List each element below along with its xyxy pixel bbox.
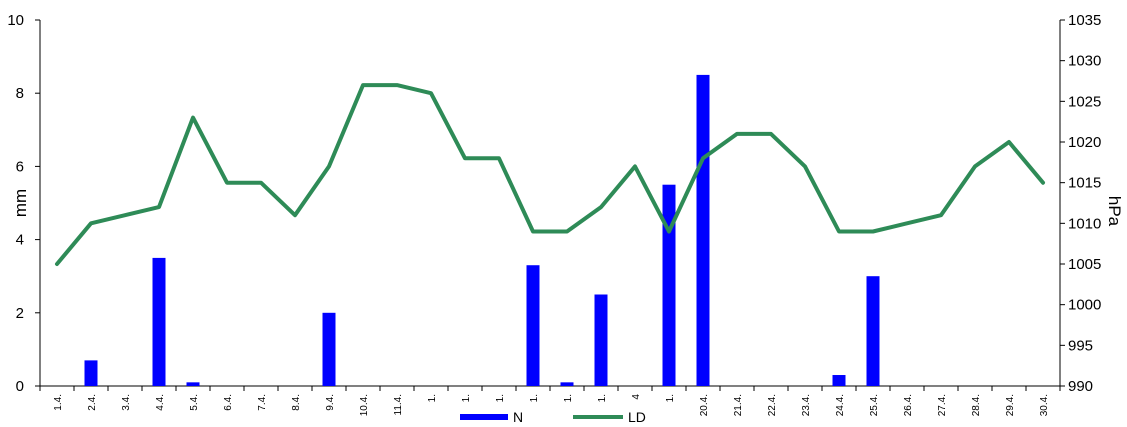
x-tick-label: 6.4. <box>223 394 234 411</box>
x-tick-label: 30.4. <box>1039 394 1050 416</box>
x-tick-label: 3.4. <box>121 394 132 411</box>
y-right-tick-label: 990 <box>1068 378 1093 395</box>
legend-label-N: N <box>513 409 523 425</box>
y-left-tick-label: 6 <box>16 158 24 175</box>
x-tick-label: 25.4. <box>869 394 880 416</box>
x-tick-label: 10.4. <box>359 394 370 416</box>
x-tick-label: 1. <box>529 394 540 402</box>
bar <box>186 382 200 386</box>
y-right-tick-label: 1030 <box>1068 53 1101 70</box>
y-left-tick-label: 0 <box>16 378 24 395</box>
bar <box>152 257 166 386</box>
x-tick-label: 1. <box>597 394 608 402</box>
x-tick-label: 11.4. <box>393 394 404 416</box>
x-tick-label: 1. <box>461 394 472 402</box>
bar-series-N <box>84 74 880 387</box>
line-series-LD <box>55 83 1045 266</box>
x-tick-label: 24.4. <box>835 394 846 416</box>
x-tick-label: 23.4. <box>801 394 812 416</box>
x-tick-label: 4 <box>631 394 642 400</box>
y-right-tick-label: 1035 <box>1068 12 1101 29</box>
y-left-tick-label: 10 <box>7 12 24 29</box>
bar <box>84 360 98 386</box>
x-tick-label: 5.4. <box>189 394 200 411</box>
bar <box>866 276 880 386</box>
bar <box>560 382 574 386</box>
x-tick-label: 8.4. <box>291 394 302 411</box>
x-tick-label: 1. <box>427 394 438 402</box>
y-right-tick-label: 1000 <box>1068 297 1101 314</box>
y-right-tick-label: 1025 <box>1068 93 1101 110</box>
legend-label-LD: LD <box>628 409 646 425</box>
y-right-tick-label: 1015 <box>1068 175 1101 192</box>
x-tick-label: 27.4. <box>937 394 948 416</box>
bar <box>662 184 676 386</box>
bar <box>594 294 608 386</box>
bar <box>696 74 710 387</box>
tick-labels: 0 2 4 6 8 10 990 995 1000 1005 1010 1015 1020 1025 103… <box>7 12 1124 416</box>
legend-swatch-N <box>460 414 508 420</box>
x-tick-label: 26.4. <box>903 394 914 416</box>
y-left-tick-label: 8 <box>16 85 24 102</box>
x-tick-label: 20.4. <box>699 394 710 416</box>
x-tick-label: 1. <box>563 394 574 402</box>
x-tick-label: 29.4. <box>1005 394 1016 416</box>
x-tick-label: 21.4. <box>733 394 744 416</box>
x-tick-label: 4.4. <box>155 394 166 411</box>
y-left-title: mm <box>11 189 30 217</box>
y-right-tick-label: 1020 <box>1068 134 1101 151</box>
x-tick-label: 1. <box>495 394 506 402</box>
axes <box>35 19 1065 391</box>
x-tick-label: 2.4. <box>87 394 98 411</box>
line-LD <box>55 83 1045 266</box>
y-right-tick-label: 995 <box>1068 337 1093 354</box>
x-tick-label: 22.4. <box>767 394 778 416</box>
bar <box>526 265 540 386</box>
x-tick-label: 28.4. <box>971 394 982 416</box>
x-tick-label: 7.4. <box>257 394 268 411</box>
x-tick-label: 9.4. <box>325 394 336 411</box>
x-tick-label: 1. <box>665 394 676 402</box>
y-left-tick-label: 4 <box>16 232 24 249</box>
y-left-tick-label: 2 <box>16 305 24 322</box>
y-right-tick-label: 1005 <box>1068 256 1101 273</box>
bar <box>322 312 336 386</box>
y-right-tick-label: 1010 <box>1068 215 1101 232</box>
legend: N LD <box>460 409 646 425</box>
y-right-title: hPa <box>1105 196 1124 227</box>
bar <box>832 375 846 386</box>
x-tick-label: 1.4. <box>53 394 64 411</box>
